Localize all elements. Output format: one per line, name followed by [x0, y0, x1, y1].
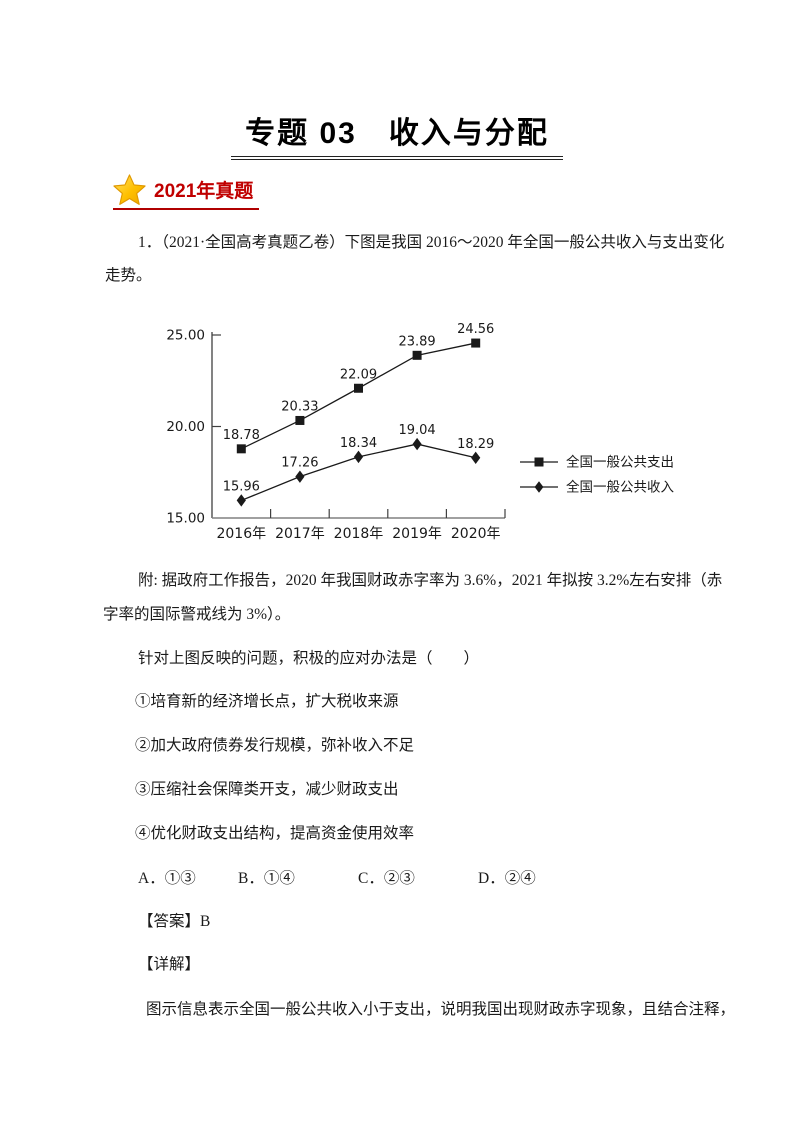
- y-tick-label: 15.00: [166, 511, 205, 527]
- page-title-text: 专题 03 收入与分配: [231, 108, 563, 160]
- y-tick-label: 25.00: [166, 328, 205, 344]
- y-tick-label: 20.00: [166, 419, 205, 435]
- option-a: A．①③: [138, 870, 196, 887]
- legend-diamond-marker: [534, 481, 544, 493]
- x-tick-label: 2017年: [275, 526, 325, 542]
- legend-label: 全国一般公共支出: [566, 454, 674, 471]
- diamond-marker: [412, 437, 422, 451]
- square-marker: [295, 415, 305, 425]
- star-icon: [113, 174, 146, 205]
- note-line1: 附: 据政府工作报告，2020 年我国财政赤字率为 3.6%，2021 年拟按 …: [138, 572, 723, 589]
- data-label: 17.26: [281, 456, 318, 471]
- data-label: 20.33: [281, 399, 318, 414]
- public-revenue-expenditure-line-chart: 15.00 20.00 25.00 2016年 2017年 2018年 2019年 2020年…: [166, 322, 674, 542]
- data-label: 23.89: [398, 334, 435, 349]
- data-label: 19.04: [398, 423, 435, 438]
- x-tick-label: 2016年: [216, 526, 266, 542]
- answer-label: 【答案】B: [138, 913, 211, 930]
- data-label: 22.09: [340, 367, 377, 382]
- square-marker: [354, 383, 363, 393]
- page-title: 专题 03 收入与分配: [0, 108, 794, 160]
- square-marker: [236, 444, 246, 454]
- option-d: D．②④: [478, 870, 536, 887]
- question-stem: 针对上图反映的问题，积极的应对办法是（ ）: [138, 650, 480, 667]
- chart-line-expenditure: [241, 342, 476, 450]
- square-marker: [471, 338, 481, 348]
- option-b: B．①④: [238, 870, 295, 887]
- diamond-marker: [236, 494, 246, 507]
- statement-4: ④优化财政支出结构，提高资金使用效率: [135, 825, 415, 842]
- square-marker: [412, 350, 422, 360]
- data-label: 15.96: [223, 479, 260, 494]
- diamond-marker: [353, 450, 364, 464]
- section-badge: 2021年真题: [113, 173, 260, 210]
- x-tick-label: 2018年: [334, 526, 384, 542]
- x-tick-label: 2020年: [451, 526, 501, 542]
- diamond-marker: [471, 451, 481, 464]
- statement-1: ①培育新的经济增长点，扩大税收来源: [135, 693, 399, 710]
- option-c: C．②③: [358, 870, 415, 887]
- question-intro-line1: 1．（2021·全国高考真题乙卷）下图是我国 2016～2020 年全国一般公共…: [138, 234, 725, 251]
- data-label: 18.29: [457, 437, 494, 452]
- question-intro-line2: 走势。: [105, 267, 152, 284]
- detail-label: 【详解】: [138, 956, 201, 973]
- data-label: 18.78: [223, 428, 260, 443]
- legend-square-marker: [534, 457, 544, 467]
- diamond-marker: [295, 470, 305, 483]
- data-label: 18.34: [340, 436, 377, 451]
- section-badge-label: 2021年真题: [154, 181, 254, 202]
- explanation-line1: 图示信息表示全国一般公共收入小于支出，说明我国出现财政赤字现象，且结合注释，: [146, 1001, 736, 1018]
- x-tick-label: 2019年: [392, 526, 442, 542]
- legend-label: 全国一般公共收入: [566, 479, 674, 496]
- data-label: 24.56: [457, 322, 494, 337]
- note-line2: 字率的国际警戒线为 3%）。: [103, 606, 291, 623]
- statement-3: ③压缩社会保障类开支，减少财政支出: [135, 781, 399, 798]
- statement-2: ②加大政府债券发行规模，弥补收入不足: [135, 737, 415, 754]
